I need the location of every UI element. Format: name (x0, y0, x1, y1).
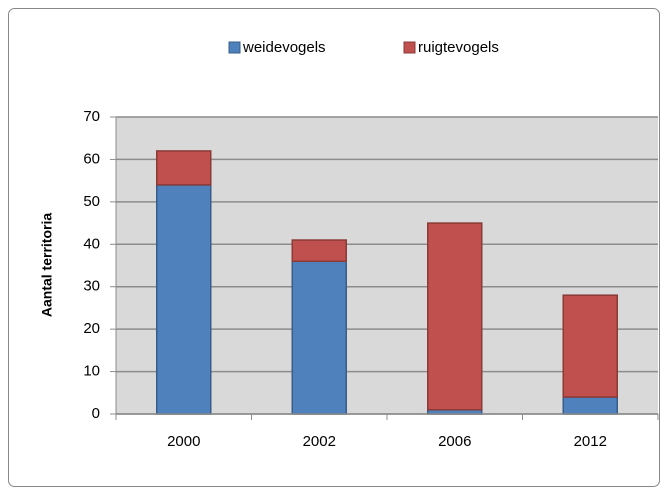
y-tick-label: 40 (83, 235, 100, 252)
x-tick-label: 2012 (574, 433, 607, 450)
legend-swatch (403, 41, 416, 54)
legend-label: ruigtevogels (418, 39, 499, 56)
x-tick-label: 2006 (438, 433, 471, 450)
bar (291, 260, 347, 415)
y-tick-label: 10 (83, 363, 100, 380)
bar (291, 239, 347, 263)
bar (562, 294, 618, 398)
y-axis-label: Aantal territoria (39, 213, 55, 317)
y-tick-label: 0 (92, 405, 100, 422)
bar (562, 396, 618, 415)
x-tick-label: 2002 (303, 433, 336, 450)
y-tick-label: 60 (83, 150, 100, 167)
y-tick-label: 20 (83, 320, 100, 337)
y-tick-label: 70 (83, 108, 100, 125)
legend-label: weidevogels (242, 39, 326, 56)
x-tick-label: 2000 (167, 433, 200, 450)
bar (156, 184, 212, 415)
y-tick-label: 30 (83, 278, 100, 295)
legend-swatch (228, 41, 241, 54)
bar (427, 222, 483, 411)
bar (156, 150, 212, 186)
y-tick-label: 50 (83, 193, 100, 210)
